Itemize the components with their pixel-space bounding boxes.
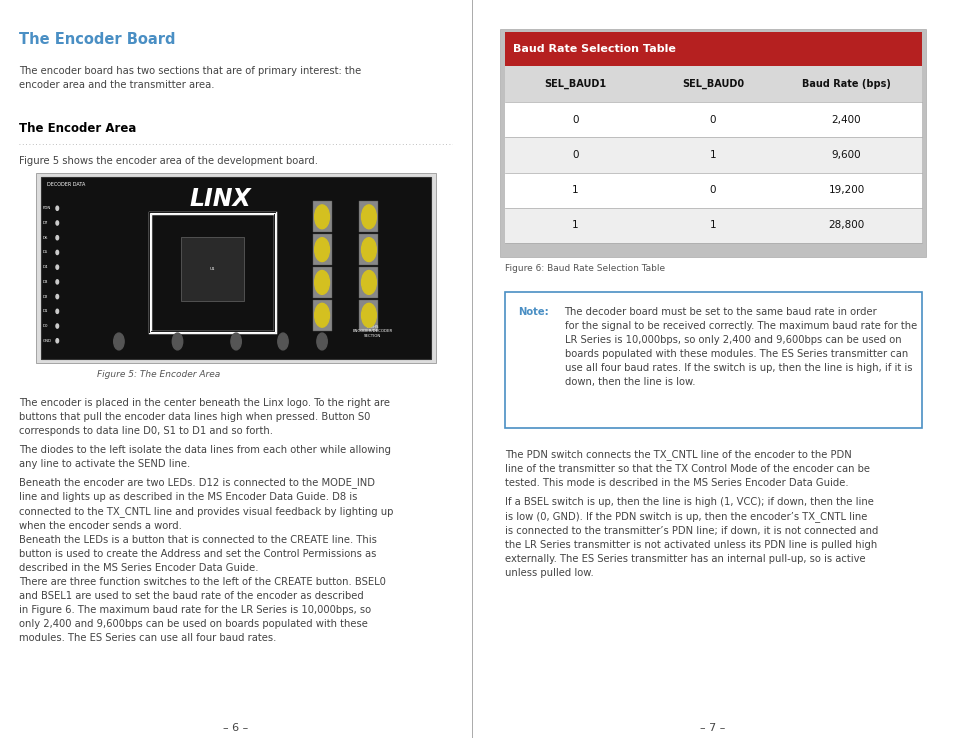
Text: DECODER DATA: DECODER DATA <box>48 182 86 187</box>
Text: MS/HS
ENCODER/DECODER
SECTION: MS/HS ENCODER/DECODER SECTION <box>353 325 393 338</box>
FancyBboxPatch shape <box>499 29 925 257</box>
FancyBboxPatch shape <box>504 66 921 103</box>
Text: D3: D3 <box>43 280 49 284</box>
FancyBboxPatch shape <box>313 300 332 331</box>
Text: D5: D5 <box>43 250 49 255</box>
FancyBboxPatch shape <box>359 234 378 265</box>
Circle shape <box>316 333 327 350</box>
Circle shape <box>172 333 183 350</box>
Circle shape <box>231 333 241 350</box>
FancyBboxPatch shape <box>313 267 332 298</box>
FancyBboxPatch shape <box>181 237 244 300</box>
FancyBboxPatch shape <box>313 201 332 232</box>
Text: 0: 0 <box>709 115 716 125</box>
Text: PDN: PDN <box>43 206 51 210</box>
Circle shape <box>314 205 329 229</box>
Circle shape <box>56 294 58 299</box>
FancyBboxPatch shape <box>504 103 921 137</box>
FancyBboxPatch shape <box>359 300 378 331</box>
Text: Baud Rate (bps): Baud Rate (bps) <box>801 79 890 89</box>
FancyBboxPatch shape <box>504 137 921 173</box>
Text: D1: D1 <box>43 309 49 314</box>
Text: GND: GND <box>43 339 51 342</box>
Circle shape <box>361 271 375 294</box>
Circle shape <box>56 324 58 328</box>
Text: The Encoder Board: The Encoder Board <box>19 32 175 47</box>
Text: Figure 5: The Encoder Area: Figure 5: The Encoder Area <box>97 370 220 379</box>
Text: There are three function switches to the left of the CREATE button. BSEL0
and BS: There are three function switches to the… <box>19 577 386 643</box>
Text: 1: 1 <box>709 150 716 160</box>
Text: 0: 0 <box>572 115 578 125</box>
Text: The encoder is placed in the center beneath the Linx logo. To the right are
butt: The encoder is placed in the center bene… <box>19 398 390 435</box>
Circle shape <box>56 280 58 284</box>
Text: 1: 1 <box>709 220 716 230</box>
FancyBboxPatch shape <box>504 32 921 66</box>
Text: Figure 6: Baud Rate Selection Table: Figure 6: Baud Rate Selection Table <box>504 263 664 272</box>
Text: U1: U1 <box>210 266 215 271</box>
Circle shape <box>361 205 375 229</box>
Text: 9,600: 9,600 <box>831 150 861 160</box>
FancyBboxPatch shape <box>504 292 921 429</box>
Circle shape <box>361 303 375 327</box>
Text: 1: 1 <box>572 220 578 230</box>
Text: The encoder board has two sections that are of primary interest: the
encoder are: The encoder board has two sections that … <box>19 66 361 90</box>
Text: – 7 –: – 7 – <box>700 723 725 733</box>
Text: SEL_BAUD0: SEL_BAUD0 <box>681 79 743 89</box>
Circle shape <box>56 250 58 255</box>
Circle shape <box>314 303 329 327</box>
Text: Figure 5 shows the encoder area of the development board.: Figure 5 shows the encoder area of the d… <box>19 156 317 166</box>
Circle shape <box>113 333 124 350</box>
Circle shape <box>277 333 288 350</box>
FancyBboxPatch shape <box>313 234 332 265</box>
Text: The PDN switch connects the TX_CNTL line of the encoder to the PDN
line of the t: The PDN switch connects the TX_CNTL line… <box>504 449 869 489</box>
Text: Beneath the encoder are two LEDs. D12 is connected to the MODE_IND
line and ligh: Beneath the encoder are two LEDs. D12 is… <box>19 477 393 531</box>
FancyBboxPatch shape <box>504 207 921 243</box>
Text: The Encoder Area: The Encoder Area <box>19 122 136 135</box>
Text: 1: 1 <box>572 185 578 195</box>
FancyBboxPatch shape <box>504 173 921 207</box>
Circle shape <box>314 238 329 261</box>
Circle shape <box>314 271 329 294</box>
Text: Note:: Note: <box>517 307 548 317</box>
Text: Beneath the LEDs is a button that is connected to the CREATE line. This
button i: Beneath the LEDs is a button that is con… <box>19 535 376 573</box>
Text: 0: 0 <box>572 150 578 160</box>
Text: The diodes to the left isolate the data lines from each other while allowing
any: The diodes to the left isolate the data … <box>19 445 391 469</box>
Circle shape <box>361 238 375 261</box>
Text: If a BSEL switch is up, then the line is high (1, VCC); if down, then the line
i: If a BSEL switch is up, then the line is… <box>504 497 877 578</box>
Text: D0: D0 <box>43 324 49 328</box>
Text: 2,400: 2,400 <box>831 115 861 125</box>
Text: 19,200: 19,200 <box>827 185 863 195</box>
FancyBboxPatch shape <box>36 173 436 362</box>
Text: 0: 0 <box>709 185 716 195</box>
Circle shape <box>56 235 58 240</box>
Text: LINX: LINX <box>189 187 251 211</box>
Text: Baud Rate Selection Table: Baud Rate Selection Table <box>513 44 676 54</box>
Text: D7: D7 <box>43 221 49 225</box>
Text: – 6 –: – 6 – <box>223 723 249 733</box>
Text: D6: D6 <box>43 235 49 240</box>
Circle shape <box>56 339 58 343</box>
Circle shape <box>56 265 58 269</box>
Text: 28,800: 28,800 <box>827 220 863 230</box>
Circle shape <box>56 206 58 210</box>
Text: D4: D4 <box>43 265 49 269</box>
Text: The decoder board must be set to the same baud rate in order
for the signal to b: The decoder board must be set to the sam… <box>564 307 916 387</box>
Text: D2: D2 <box>43 294 49 299</box>
FancyBboxPatch shape <box>41 176 431 359</box>
Text: SEL_BAUD1: SEL_BAUD1 <box>544 79 606 89</box>
FancyBboxPatch shape <box>359 201 378 232</box>
FancyBboxPatch shape <box>359 267 378 298</box>
Circle shape <box>56 221 58 225</box>
Circle shape <box>56 309 58 314</box>
